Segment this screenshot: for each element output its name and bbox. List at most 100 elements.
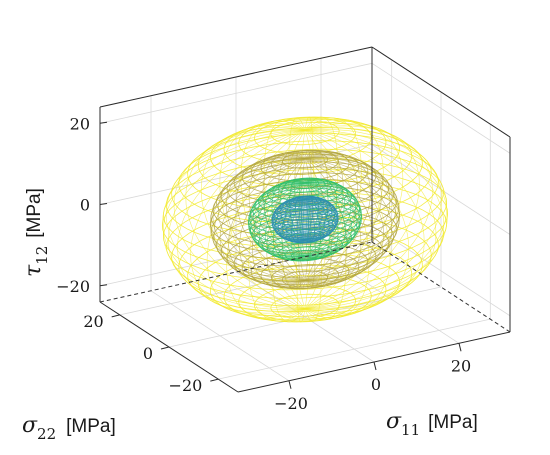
surface-meridian xyxy=(252,182,306,257)
surface-meridian xyxy=(253,182,306,258)
grid-line xyxy=(168,286,442,348)
svg-text:σ11[MPa]: σ11 [MPa] xyxy=(386,409,478,439)
y-tick-mark xyxy=(160,346,170,350)
tick-layer: −20 0 20 −20 0 20 −20 0 20 xyxy=(56,114,471,413)
z-axis-unit: [MPa] xyxy=(24,188,45,238)
surface-meridian xyxy=(248,153,306,281)
box-edge xyxy=(99,46,373,108)
y-axis-subscript: 22 xyxy=(37,425,56,443)
surface-meridian xyxy=(228,158,306,286)
surface-meridian xyxy=(304,158,374,284)
z-tick-mark xyxy=(99,121,108,124)
surface-meridian xyxy=(276,198,306,241)
surface-meridian xyxy=(285,197,306,241)
surface-meridian xyxy=(296,199,306,244)
grid-line xyxy=(218,318,491,380)
surface-meridian xyxy=(264,180,306,257)
z-axis-label: τ12 [MPa] xyxy=(21,188,51,277)
hidden-edge xyxy=(99,241,373,303)
surface-meridian xyxy=(304,199,315,243)
z-axis-subscript: 12 xyxy=(33,246,51,265)
surface-meridian xyxy=(212,158,306,281)
z-tick-label: 20 xyxy=(70,114,90,133)
surface-meridian xyxy=(304,182,353,258)
surface-meridian xyxy=(236,155,306,281)
surface-meridian xyxy=(304,158,398,281)
surface-meridian xyxy=(304,199,309,243)
x-axis-label: σ11 [MPa] xyxy=(386,409,478,439)
surface-meridian xyxy=(302,199,306,244)
x-axis-subscript: 11 xyxy=(401,421,420,439)
surface-meridian xyxy=(250,182,306,258)
surface-meridian xyxy=(304,181,357,257)
z-axis-symbol: τ xyxy=(21,264,46,277)
surface-meridian xyxy=(304,198,334,241)
surface-meridian xyxy=(304,155,391,281)
surface-meridian xyxy=(304,125,433,310)
surface-meridian xyxy=(304,177,329,257)
surface-meridian xyxy=(162,129,306,310)
grid-line xyxy=(371,225,511,317)
surface-meridian xyxy=(304,180,352,257)
x-tick-label: −20 xyxy=(274,394,308,413)
z-tick-label: −20 xyxy=(56,277,90,296)
y-axis-label: σ22 [MPa] xyxy=(22,413,116,443)
surface-meridian xyxy=(286,198,306,243)
surface-meridian xyxy=(190,129,306,316)
surface-meridian xyxy=(210,158,306,282)
y-tick-mark xyxy=(210,378,219,382)
surface-meridian xyxy=(304,127,443,310)
surface-layer xyxy=(161,116,449,323)
y-axis-symbol: σ xyxy=(22,413,38,438)
surface-meridian xyxy=(173,128,306,310)
svg-text:σ22[MPa]: σ22 [MPa] xyxy=(22,413,116,443)
y-tick-label: 20 xyxy=(83,312,103,331)
surface-meridian xyxy=(249,182,306,257)
surface-meridian xyxy=(304,198,338,241)
surface-meridian xyxy=(304,198,330,242)
surface-meridian xyxy=(200,124,306,310)
surface-0 xyxy=(161,116,449,323)
surface-meridian xyxy=(304,158,385,283)
box-edge xyxy=(371,46,511,138)
surface-meridian xyxy=(304,130,322,322)
surface-meridian xyxy=(167,129,306,312)
surface-meridian xyxy=(304,158,400,281)
surface-meridian xyxy=(280,179,306,257)
x-tick-mark xyxy=(373,361,377,371)
surface-meridian xyxy=(304,129,425,312)
x-tick-mark xyxy=(288,380,292,389)
surface-meridian xyxy=(295,196,306,240)
x-axis-unit: [MPa] xyxy=(428,412,478,433)
surface-meridian xyxy=(257,181,306,257)
surface-meridian xyxy=(162,129,306,311)
z-tick-mark xyxy=(99,284,108,287)
surface-meridian xyxy=(281,182,306,262)
surface-meridian xyxy=(304,182,358,257)
y-tick-label: 0 xyxy=(143,344,153,363)
surface-meridian xyxy=(304,129,437,311)
surface-meridian xyxy=(304,178,338,257)
surface-meridian xyxy=(248,182,306,257)
surface-meridian xyxy=(304,118,384,310)
surface-meridian xyxy=(271,180,306,257)
x-tick-label: 20 xyxy=(451,356,471,375)
surface-meridian xyxy=(274,198,306,241)
surface-meridian xyxy=(304,198,325,242)
surface-meridian xyxy=(304,129,448,310)
surface-meridian xyxy=(219,158,306,284)
axes-box xyxy=(99,46,511,393)
surface-meridian xyxy=(258,182,306,259)
surface-meridian xyxy=(272,182,306,261)
y-axis-unit: [MPa] xyxy=(66,416,116,437)
x-tick-label: 0 xyxy=(371,375,381,394)
surface-meridian xyxy=(272,198,306,241)
surface-meridian xyxy=(226,129,306,321)
surface-meridian xyxy=(304,196,319,241)
grid-line xyxy=(99,62,373,124)
grid-line xyxy=(371,62,511,154)
surface-meridian xyxy=(251,158,306,288)
surface-meridian xyxy=(304,198,336,241)
